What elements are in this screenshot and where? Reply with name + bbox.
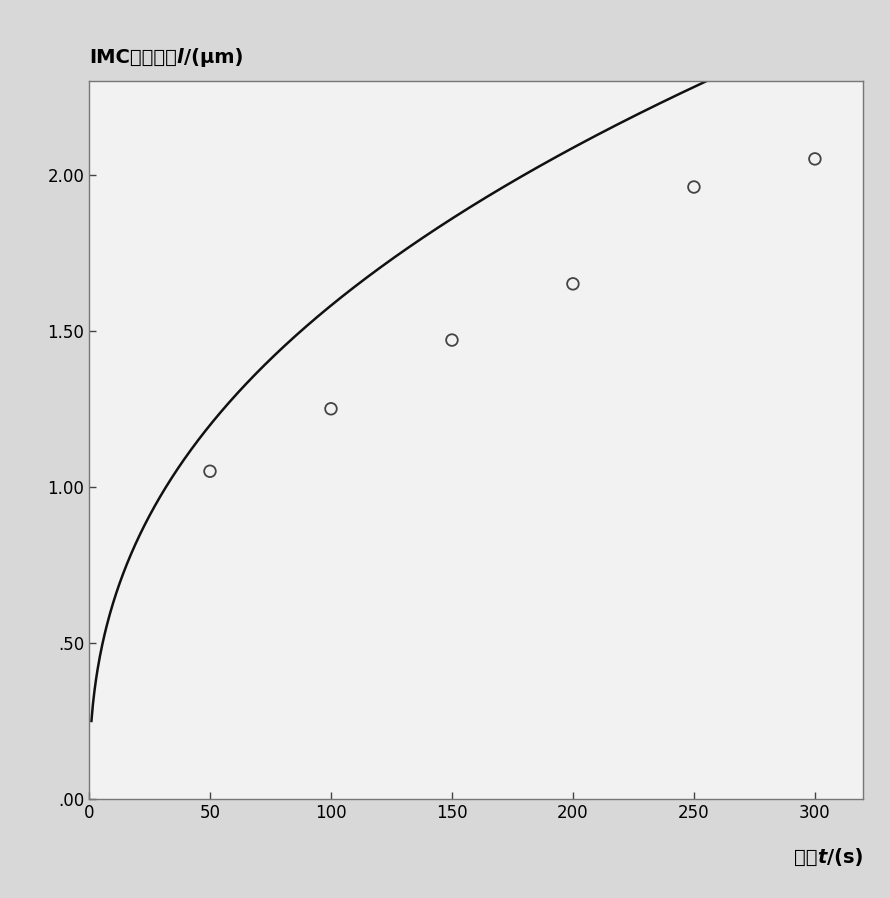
Point: [324, 401, 338, 416]
Point: [687, 180, 701, 194]
Point: [566, 277, 580, 291]
Text: l: l: [177, 48, 183, 67]
Text: t: t: [818, 848, 827, 867]
Text: /(μm): /(μm): [183, 48, 243, 67]
Point: [808, 152, 822, 166]
Point: [203, 464, 217, 479]
Text: /(s): /(s): [827, 848, 863, 867]
Text: IMC平均厚度: IMC平均厚度: [89, 48, 177, 67]
Text: 时间: 时间: [794, 848, 818, 867]
Point: [445, 333, 459, 348]
